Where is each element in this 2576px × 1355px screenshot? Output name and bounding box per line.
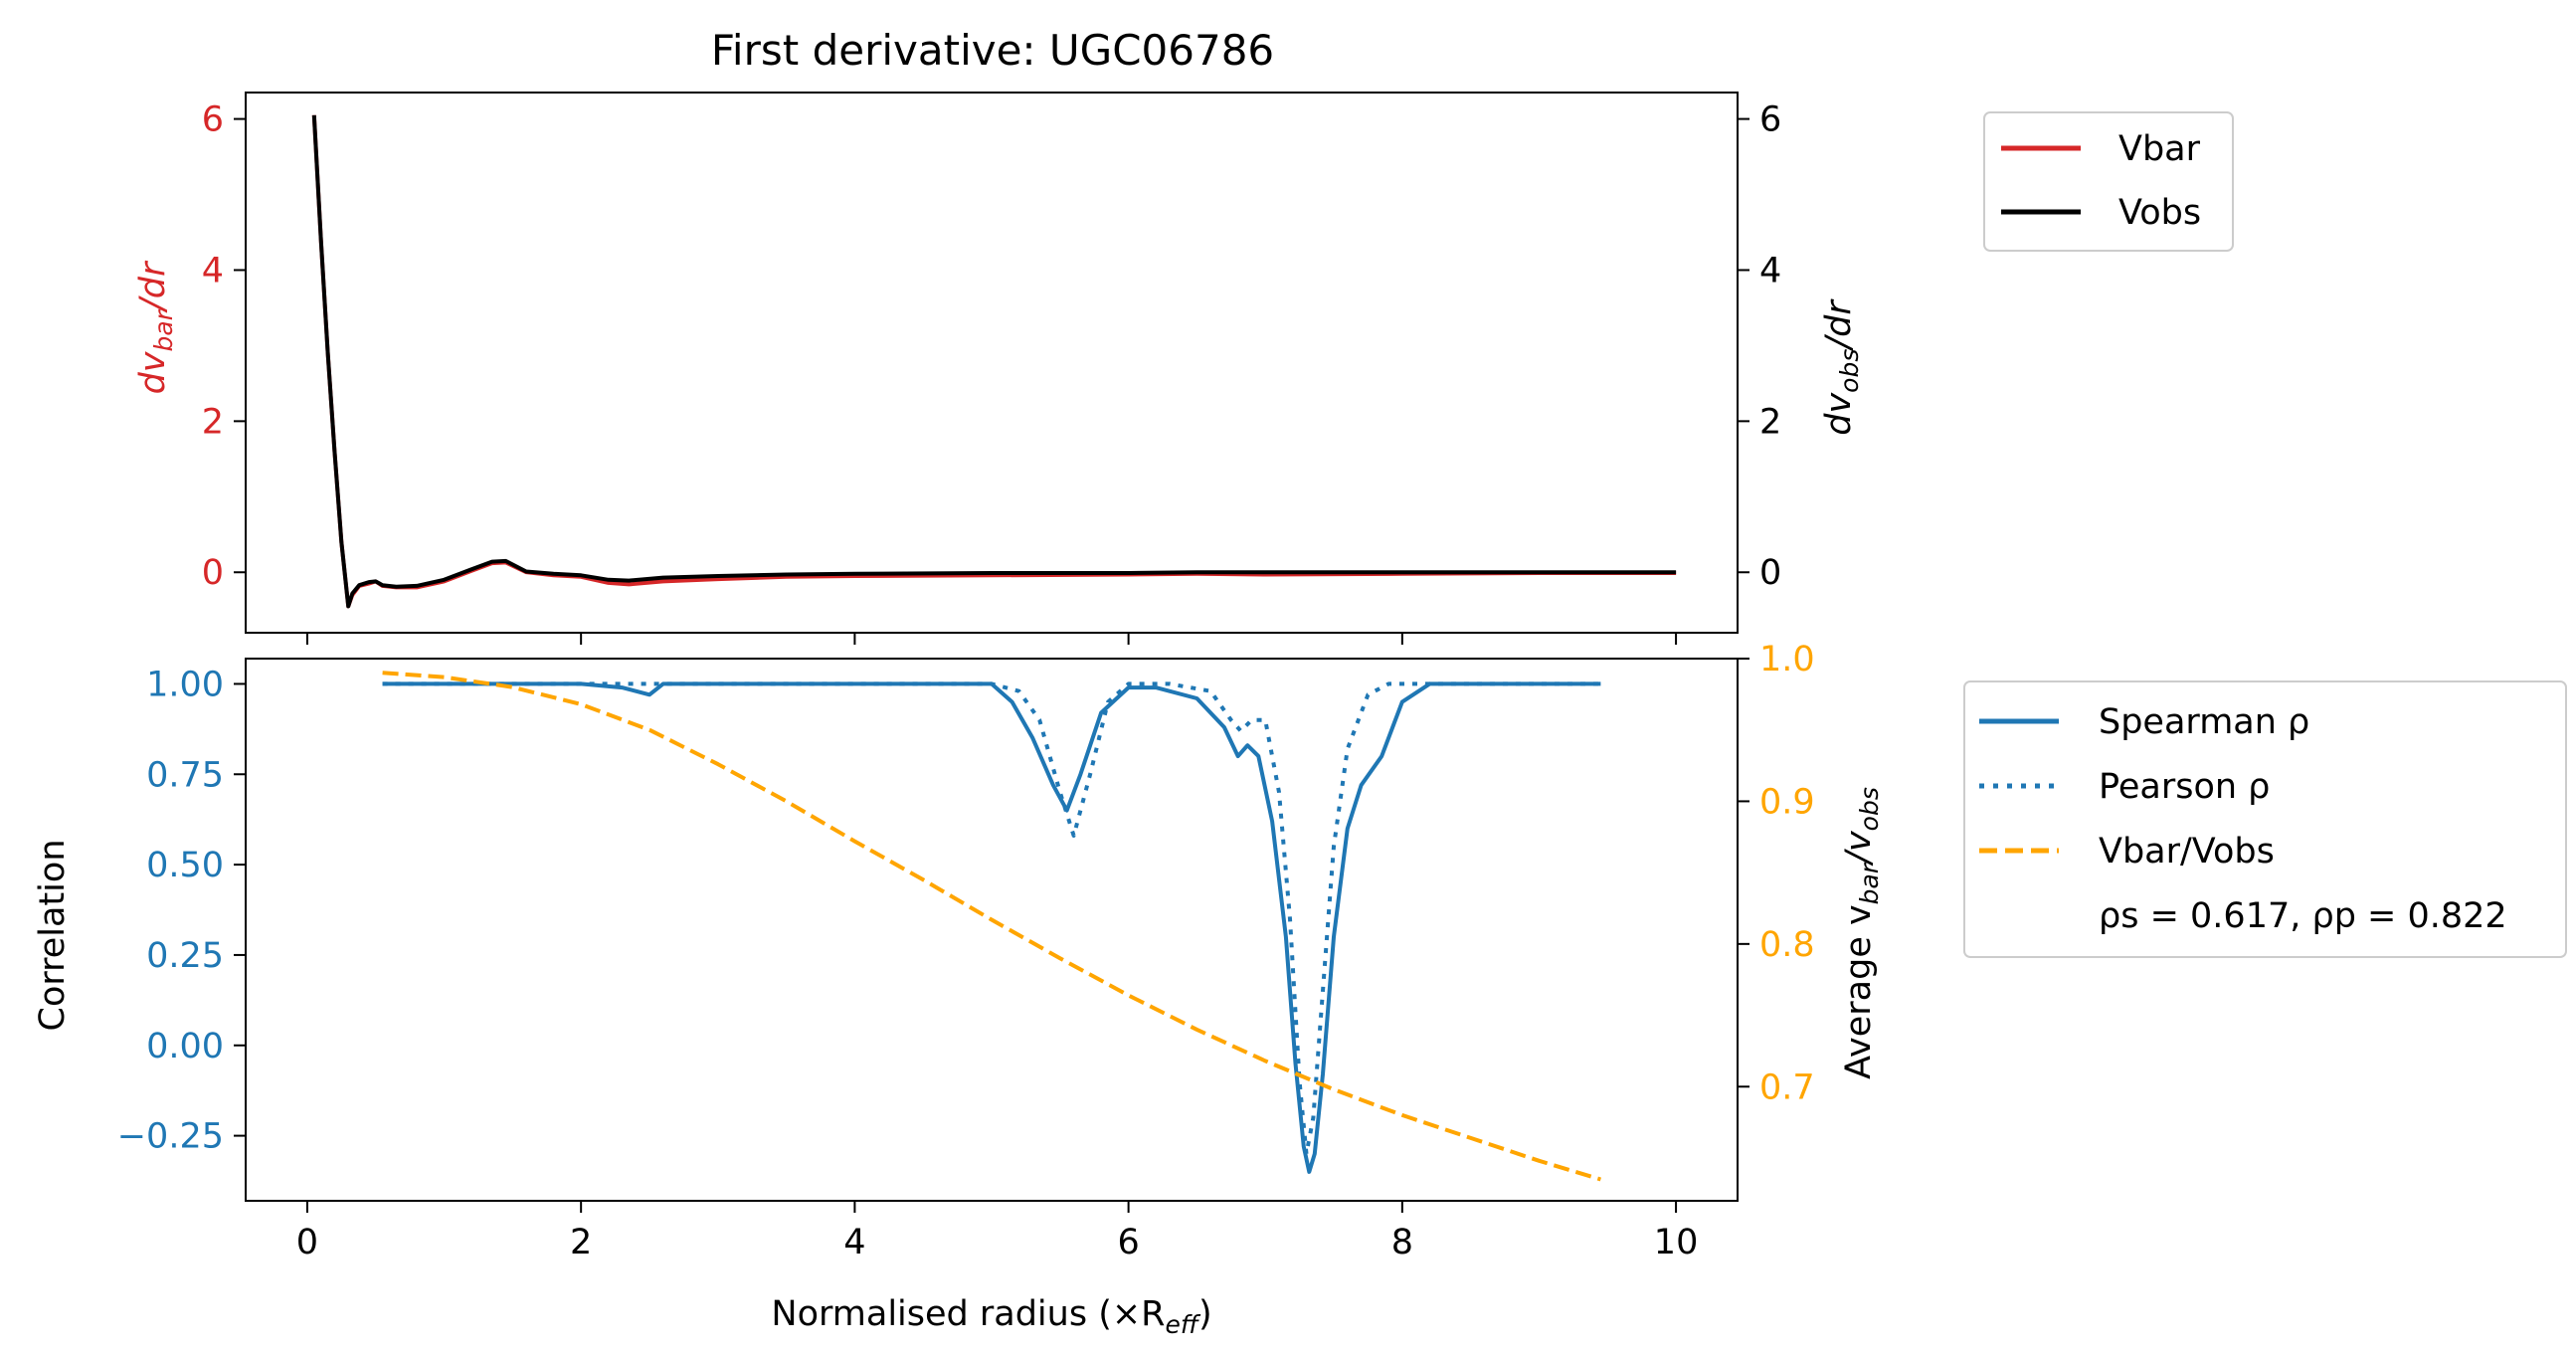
top-axes-frame xyxy=(245,92,1739,634)
bottom-xlabel: Normalised radius (×Reff) xyxy=(771,1294,1211,1339)
bottom-axes-frame xyxy=(245,658,1739,1202)
series-line-vobs xyxy=(311,114,1677,609)
top-left-y-tick-label: 4 xyxy=(202,251,224,290)
series-line-spearman xyxy=(382,681,1601,1174)
legend-ratio-label: Vbar/Vobs xyxy=(2099,832,2275,871)
series-line-vbar-vobs xyxy=(382,671,1601,1182)
top-panel: 0 2 4 6 0 2 4 6 dvbar/dr dvobs/dr xyxy=(133,92,1864,645)
bottom-legend: Spearman ρ Pearson ρ Vbar/Vobs ρs = 0.61… xyxy=(1963,680,2567,958)
bottom-x-tick-label: 4 xyxy=(843,1223,865,1262)
top-legend: Vbar Vobs xyxy=(1983,111,2234,252)
top-right-y-tick-label: 2 xyxy=(1759,402,1781,442)
bottom-left-y-tick-label: 0.25 xyxy=(146,936,224,976)
top-left-y-tick-label: 0 xyxy=(202,553,224,593)
bottom-x-tick-label: 8 xyxy=(1391,1223,1413,1262)
bottom-left-y-tick-label: 0.00 xyxy=(146,1027,224,1066)
chart-title: First derivative: UGC06786 xyxy=(711,26,1274,75)
bottom-x-tick-label: 2 xyxy=(570,1223,592,1262)
bottom-right-y-tick-label: 1.0 xyxy=(1759,640,1815,679)
top-right-y-tick-label: 0 xyxy=(1759,553,1781,593)
top-ticks-group: 0 2 4 6 0 2 4 6 xyxy=(202,100,1781,645)
bottom-x-tick-label: 0 xyxy=(296,1223,318,1262)
legend-stats-annotation: ρs = 0.617, ρp = 0.822 xyxy=(2099,896,2507,936)
top-right-ylabel: dvobs/dr xyxy=(1819,298,1864,436)
top-right-y-tick-label: 4 xyxy=(1759,251,1781,290)
bottom-legend-frame xyxy=(1963,680,2567,958)
bottom-x-tick-label: 10 xyxy=(1654,1223,1699,1262)
bottom-right-y-tick-label: 0.8 xyxy=(1759,925,1815,965)
bottom-left-y-tick-label: −0.25 xyxy=(117,1117,224,1157)
top-left-y-tick-label: 2 xyxy=(202,402,224,442)
bottom-panel: 0 2 4 6 8 10 1.00 0.75 0.50 0.25 0.00 −0.25 1.0 0.9 0.… xyxy=(33,640,1884,1339)
bottom-ticks-group: 0 2 4 6 8 10 1.00 0.75 0.50 0.25 0.00 −0.25 1.0 0.9 0.… xyxy=(117,640,1815,1262)
legend-pearson-label: Pearson ρ xyxy=(2099,767,2270,807)
bottom-right-ylabel: Average vbar/vobs xyxy=(1839,787,1884,1079)
legend-vobs-label: Vobs xyxy=(2118,193,2201,233)
bottom-right-y-tick-label: 0.9 xyxy=(1759,782,1815,822)
bottom-right-y-tick-label: 0.7 xyxy=(1759,1067,1815,1107)
top-right-y-tick-label: 6 xyxy=(1759,100,1781,140)
bottom-left-y-tick-label: 0.50 xyxy=(146,846,224,885)
bottom-series-group xyxy=(382,671,1601,1182)
top-series-group xyxy=(311,114,1677,609)
bottom-left-ylabel: Correlation xyxy=(33,840,73,1032)
legend-vbar-label: Vbar xyxy=(2118,129,2201,169)
top-left-ylabel: dvbar/dr xyxy=(133,260,178,394)
bottom-left-y-tick-label: 0.75 xyxy=(146,755,224,795)
bottom-left-y-tick-label: 1.00 xyxy=(146,665,224,704)
bottom-x-tick-label: 6 xyxy=(1117,1223,1139,1262)
legend-spearman-label: Spearman ρ xyxy=(2099,702,2309,742)
top-left-y-tick-label: 6 xyxy=(202,100,224,140)
